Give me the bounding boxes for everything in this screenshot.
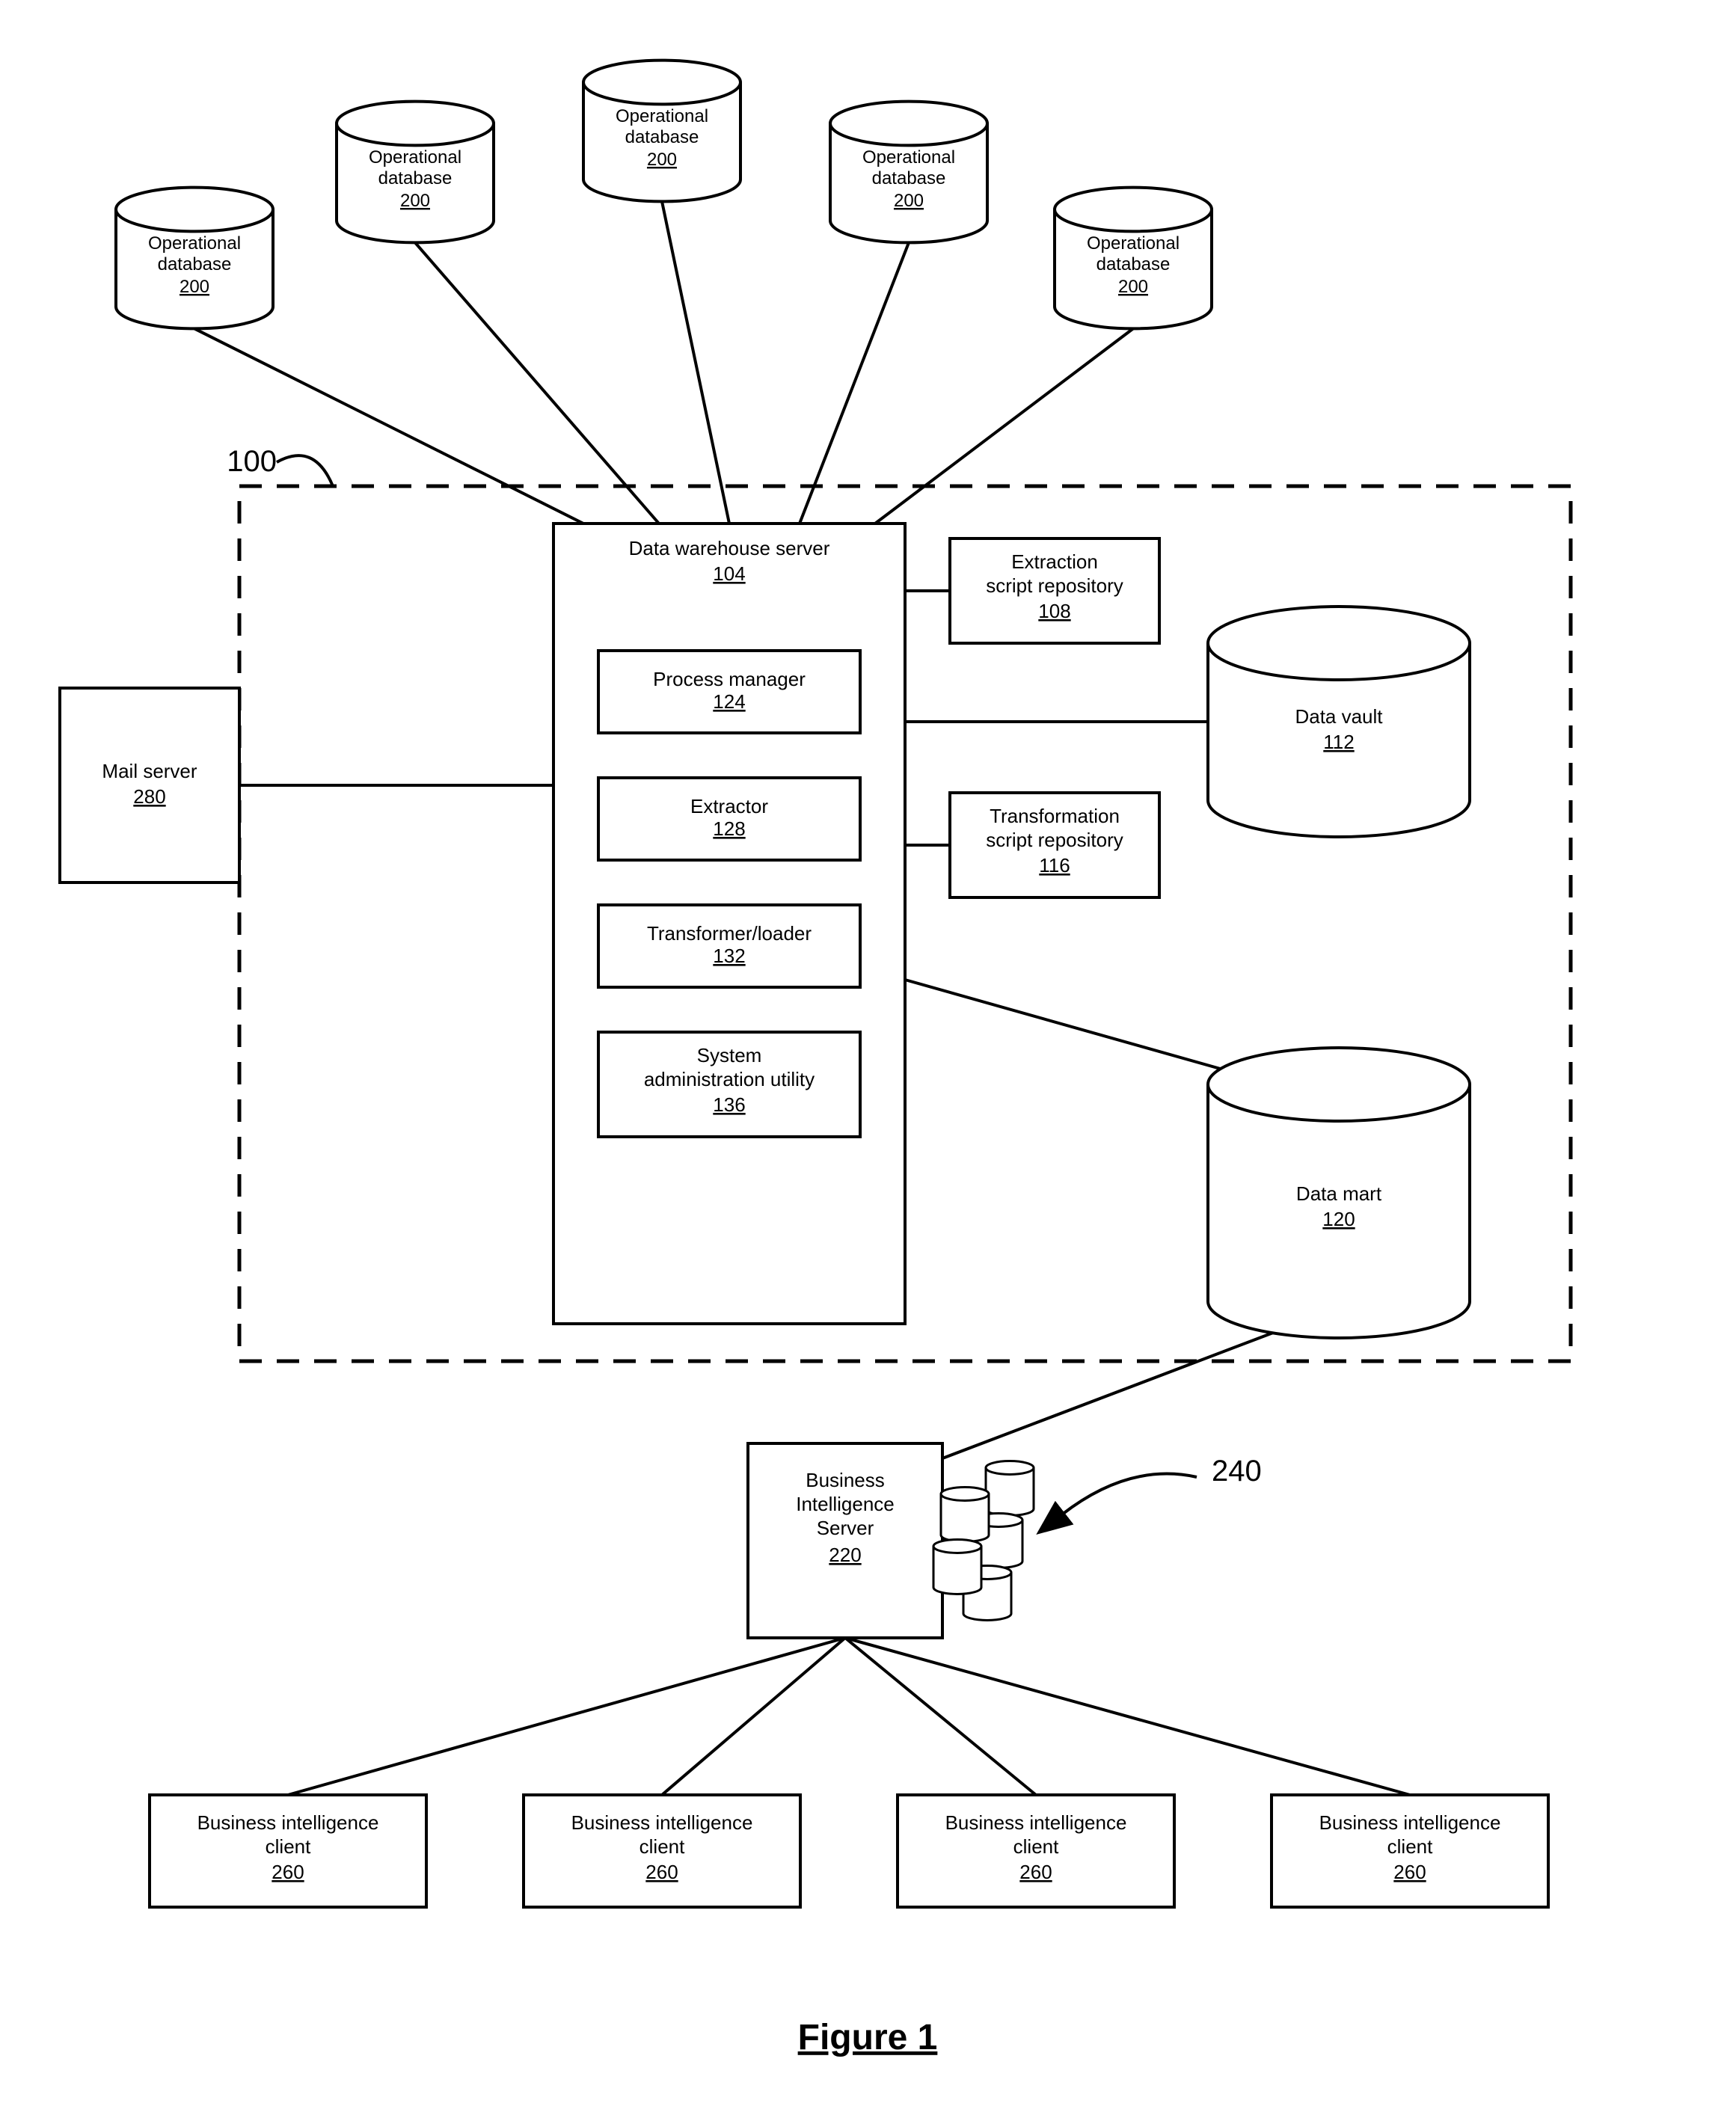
svg-text:100: 100 (227, 445, 277, 478)
svg-text:260: 260 (272, 1861, 304, 1883)
svg-text:260: 260 (645, 1861, 678, 1883)
svg-text:124: 124 (713, 690, 745, 713)
svg-text:200: 200 (400, 191, 430, 211)
svg-text:script repository: script repository (986, 829, 1123, 851)
svg-text:database: database (158, 254, 232, 274)
svg-text:200: 200 (180, 277, 209, 297)
svg-text:Transformer/loader: Transformer/loader (647, 922, 812, 945)
svg-text:administration utility: administration utility (644, 1068, 815, 1090)
svg-text:Process manager: Process manager (653, 668, 806, 690)
svg-text:Business intelligence: Business intelligence (571, 1811, 753, 1834)
svg-text:client: client (266, 1835, 311, 1858)
svg-text:200: 200 (647, 150, 677, 170)
svg-text:112: 112 (1323, 731, 1354, 753)
svg-text:200: 200 (1118, 277, 1148, 297)
svg-text:Business intelligence: Business intelligence (1319, 1811, 1501, 1834)
svg-text:Operational: Operational (369, 147, 461, 168)
svg-text:database: database (625, 127, 699, 147)
svg-text:Server: Server (817, 1517, 874, 1539)
svg-text:Data vault: Data vault (1295, 705, 1383, 728)
svg-text:Business intelligence: Business intelligence (197, 1811, 379, 1834)
svg-text:client: client (1013, 1835, 1059, 1858)
svg-text:108: 108 (1038, 600, 1070, 622)
svg-text:database: database (378, 168, 453, 188)
svg-text:132: 132 (713, 945, 745, 967)
svg-text:Transformation: Transformation (990, 805, 1120, 827)
svg-text:Operational: Operational (148, 233, 241, 254)
figure-title: Figure 1 (798, 2018, 938, 2057)
svg-text:Business intelligence: Business intelligence (945, 1811, 1127, 1834)
svg-text:260: 260 (1393, 1861, 1426, 1883)
svg-text:200: 200 (894, 191, 924, 211)
svg-text:database: database (1096, 254, 1171, 274)
svg-text:Mail server: Mail server (102, 760, 197, 782)
svg-text:Data warehouse server: Data warehouse server (629, 537, 830, 559)
svg-text:client: client (1387, 1835, 1433, 1858)
svg-text:Extraction: Extraction (1011, 550, 1098, 573)
svg-text:Operational: Operational (616, 106, 708, 126)
svg-text:Extractor: Extractor (690, 795, 768, 817)
svg-text:104: 104 (713, 562, 745, 585)
svg-text:260: 260 (1019, 1861, 1052, 1883)
svg-text:Operational: Operational (862, 147, 955, 168)
svg-text:Intelligence: Intelligence (796, 1493, 895, 1515)
svg-text:240: 240 (1212, 1455, 1262, 1488)
svg-text:System: System (697, 1044, 762, 1066)
svg-text:220: 220 (829, 1544, 861, 1566)
svg-text:136: 136 (713, 1093, 745, 1116)
svg-text:120: 120 (1322, 1208, 1355, 1230)
svg-text:128: 128 (713, 817, 745, 840)
svg-text:script repository: script repository (986, 574, 1123, 597)
svg-text:client: client (640, 1835, 685, 1858)
svg-text:Operational: Operational (1087, 233, 1180, 254)
svg-text:database: database (872, 168, 946, 188)
svg-text:Business: Business (806, 1469, 885, 1491)
svg-text:116: 116 (1039, 854, 1070, 877)
figure-1-diagram: Operationaldatabase200Operationaldatabas… (0, 0, 1736, 2118)
svg-text:280: 280 (133, 785, 165, 808)
svg-text:Data mart: Data mart (1296, 1182, 1382, 1205)
